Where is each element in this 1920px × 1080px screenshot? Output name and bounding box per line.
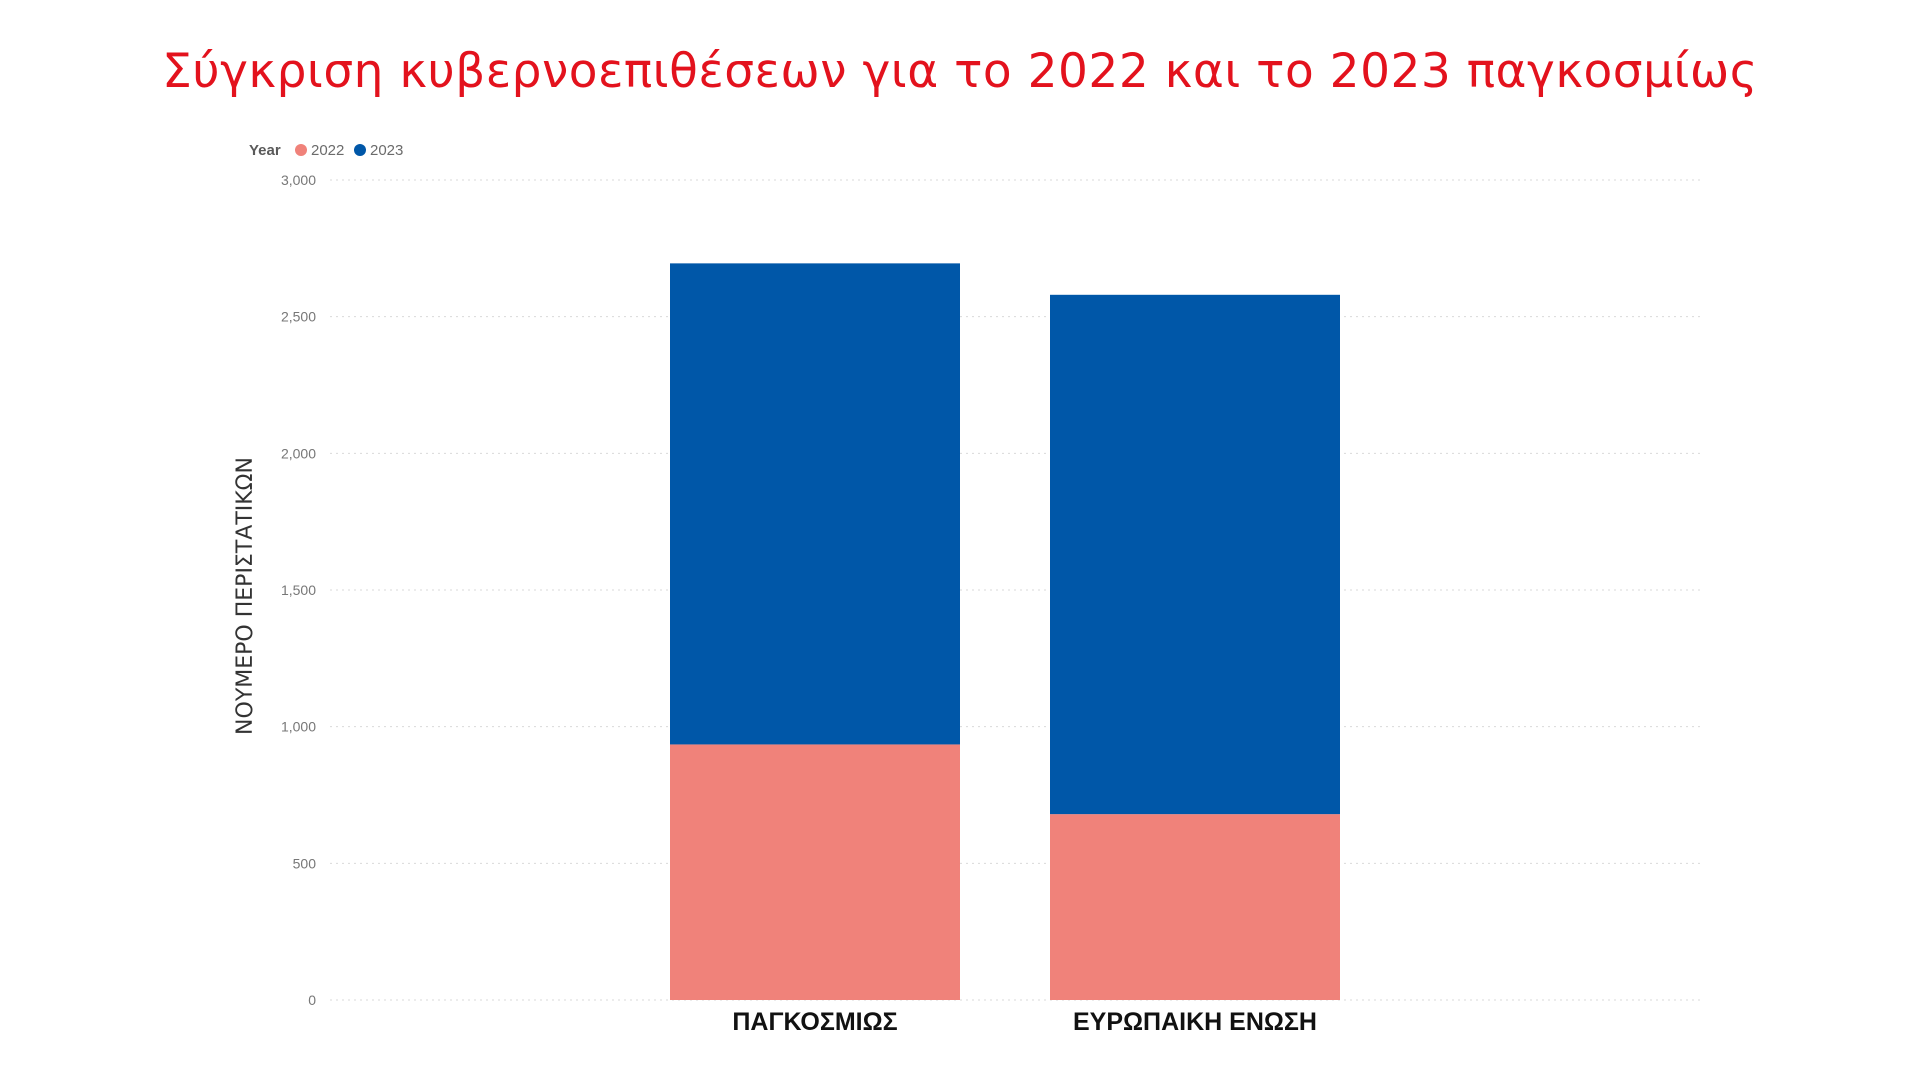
bar-2022-1 <box>670 744 960 1000</box>
x-category-label: ΕΥΡΩΠΑΙΚΗ ΕΝΩΣΗ <box>1073 1008 1317 1036</box>
bar-2023-2 <box>1050 294 1340 815</box>
y-tick-label: 2,500 <box>281 309 316 325</box>
y-axis-title: ΝΟΥΜΕΡΟ ΠΕΡΙΣΤΑΤΙΚΩΝ <box>233 457 258 735</box>
chart-title: Σύγκριση κυβερνοεπιθέσεων για το 2022 κα… <box>162 44 1758 99</box>
y-tick-label: 3,000 <box>281 172 316 188</box>
y-tick-label: 500 <box>293 855 317 871</box>
y-tick-label: 1,500 <box>281 582 316 598</box>
x-category-label: ΠΑΓΚΟΣΜΙΩΣ <box>732 1008 897 1036</box>
legend-swatch <box>295 144 307 156</box>
legend-label: 2023 <box>370 142 403 159</box>
y-axis-ticks: 0 500 1,000 1,500 2,000 2,500 3,000 <box>281 172 316 1008</box>
y-tick-label: 0 <box>308 992 316 1008</box>
gridlines <box>330 179 1700 1001</box>
bar-2022-2 <box>1050 814 1340 1000</box>
x-axis-categories: ΠΑΓΚΟΣΜΙΩΣ ΕΥΡΩΠΑΙΚΗ ΕΝΩΣΗ <box>732 1008 1317 1036</box>
y-tick-label: 1,000 <box>281 719 316 735</box>
legend-swatch <box>354 144 366 156</box>
bars <box>670 263 1340 1000</box>
y-tick-label: 2,000 <box>281 445 316 461</box>
legend: Year 2022 2023 <box>249 142 403 159</box>
legend-title: Year <box>249 142 281 159</box>
legend-label: 2022 <box>311 142 344 159</box>
bar-2023-1 <box>670 263 960 745</box>
